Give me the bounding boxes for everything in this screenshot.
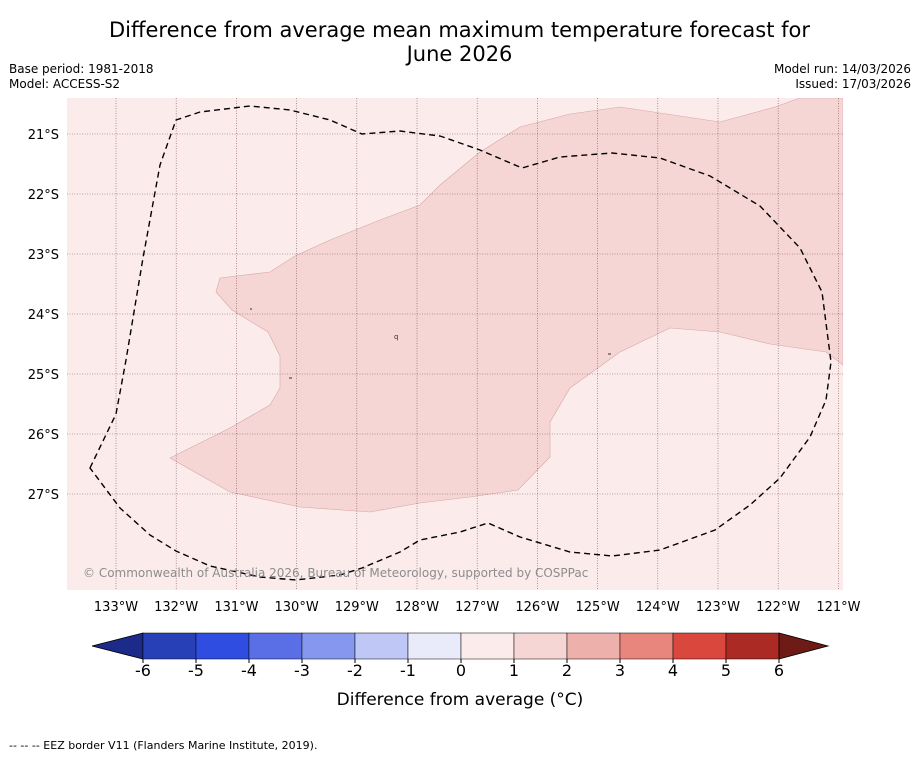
- small-feature-mark: q: [394, 333, 398, 341]
- colorbar-extend-high: [778, 632, 830, 660]
- colorbar-tick-label: 0: [456, 661, 466, 680]
- colorbar-segment: [619, 632, 674, 660]
- colorbar-segment: [248, 632, 303, 660]
- colorbar-segment: [354, 632, 409, 660]
- colorbar-segment: [672, 632, 727, 660]
- metadata-left: Base period: 1981-2018 Model: ACCESS-S2: [9, 62, 154, 92]
- longitude-label: 130°W: [275, 600, 319, 615]
- colorbar-tick-label: 2: [562, 661, 572, 680]
- longitude-label: 133°W: [94, 600, 138, 615]
- colorbar-tick-label: -6: [135, 661, 151, 680]
- model-run: Model run: 14/03/2026: [773, 62, 911, 76]
- colorbar-tick-label: 6: [774, 661, 784, 680]
- colorbar-segment: [566, 632, 621, 660]
- longitude-label: 122°W: [756, 600, 800, 615]
- colorbar-segment: [725, 632, 780, 660]
- colorbar-segment: [460, 632, 515, 660]
- colorbar-tick-labels: -6 -5 -4 -3 -2 -1 0 1 2 3 4 5 6: [135, 659, 784, 680]
- colorbar-tick-label: -3: [294, 661, 310, 680]
- colorbar-tick-label: 1: [509, 661, 519, 680]
- latitude-label: 25°S: [28, 368, 59, 383]
- latitude-label: 24°S: [28, 308, 59, 323]
- longitude-label: 126°W: [515, 600, 559, 615]
- longitude-label: 124°W: [636, 600, 680, 615]
- colorbar-tick-label: 3: [615, 661, 625, 680]
- longitude-label: 127°W: [455, 600, 499, 615]
- latitude-label: 21°S: [28, 128, 59, 143]
- colorbar-tick-label: -1: [400, 661, 416, 680]
- longitude-label: 128°W: [395, 600, 439, 615]
- colorbar-tick-label: 4: [668, 661, 678, 680]
- issued-date: Issued: 17/03/2026: [795, 77, 911, 91]
- longitude-label: 131°W: [214, 600, 258, 615]
- model-name: Model: ACCESS-S2: [9, 77, 121, 91]
- base-period: Base period: 1981-2018: [9, 62, 154, 76]
- colorbar-segment: [142, 632, 197, 660]
- eez-legend-note: -- -- -- EEZ border V11 (Flanders Marine…: [9, 739, 318, 752]
- latitude-label: 26°S: [28, 428, 59, 443]
- longitude-label: 132°W: [154, 600, 198, 615]
- colorbar-tick-label: -5: [188, 661, 204, 680]
- colorbar-extend-low: [91, 632, 144, 660]
- longitude-label: 125°W: [576, 600, 620, 615]
- longitude-label: 121°W: [816, 600, 860, 615]
- colorbar-label: Difference from average (°C): [337, 690, 584, 710]
- latitude-labels: 21°S 22°S 23°S 24°S 25°S 26°S 27°S: [28, 128, 59, 503]
- map-title: Difference from average mean maximum tem…: [0, 18, 919, 66]
- longitude-label: 123°W: [696, 600, 740, 615]
- metadata-right: Model run: 14/03/2026 Issued: 17/03/2026: [774, 62, 911, 92]
- colorbar-tick-label: 5: [721, 661, 731, 680]
- graticule: [67, 98, 843, 590]
- longitude-labels: 133°W 132°W 131°W 130°W 129°W 128°W 127°W 126°W…: [94, 600, 861, 615]
- colorbar-segment: [407, 632, 462, 660]
- latitude-label: 22°S: [28, 188, 59, 203]
- copyright-notice: © Commonwealth of Australia 2026, Bureau…: [83, 566, 588, 580]
- colorbar-segment: [513, 632, 568, 660]
- longitude-label: 129°W: [335, 600, 379, 615]
- title-line-1: Difference from average mean maximum tem…: [109, 18, 810, 42]
- colorbar-tick-label: -4: [241, 661, 257, 680]
- colorbar: [91, 632, 830, 660]
- colorbar-tick-label: -2: [347, 661, 363, 680]
- colorbar-segment: [195, 632, 250, 660]
- latitude-label: 27°S: [28, 488, 59, 503]
- title-line-2: June 2026: [406, 42, 513, 66]
- colorbar-segment: [301, 632, 356, 660]
- anomaly-region-1-to-2: [169, 98, 843, 513]
- latitude-label: 23°S: [28, 248, 59, 263]
